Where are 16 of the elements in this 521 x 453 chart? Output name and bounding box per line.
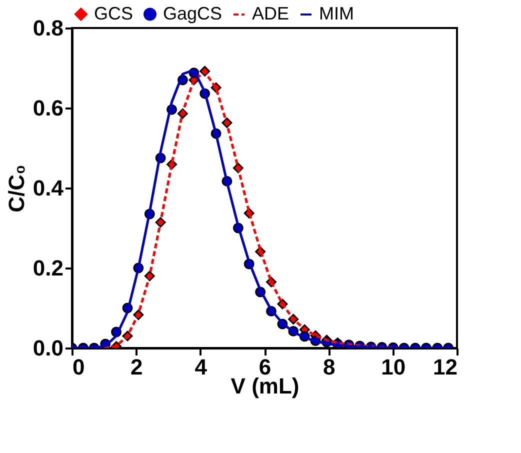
x-tick-label: 4 bbox=[194, 354, 208, 380]
legend-label: ADE bbox=[252, 4, 290, 24]
y-tick-label: 0.8 bbox=[32, 16, 64, 40]
x-tick-label: 2 bbox=[130, 354, 143, 380]
y-tick-label: 0.6 bbox=[32, 96, 64, 120]
y-tick-label: 0.4 bbox=[32, 176, 64, 200]
y-axis-title: C/C₀ bbox=[4, 164, 29, 212]
x-tick-label: 10 bbox=[381, 354, 406, 380]
legend-label: GagCS bbox=[163, 3, 222, 24]
y-tick-label: 0.2 bbox=[32, 256, 64, 280]
x-tick-label: 0 bbox=[72, 354, 85, 380]
legend-label: GCS bbox=[94, 3, 134, 24]
legend-label: MIM bbox=[319, 4, 354, 24]
x-tick-label: 8 bbox=[323, 354, 336, 380]
y-tick-label: 0.0 bbox=[32, 336, 64, 360]
x-tick-label: 12 bbox=[433, 354, 458, 380]
